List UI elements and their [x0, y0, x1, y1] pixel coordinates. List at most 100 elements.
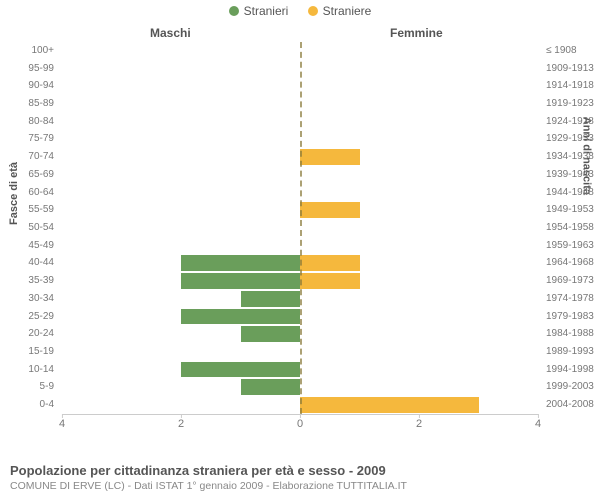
y-label-birth: 1959-1963: [546, 241, 600, 251]
y-label-age: 30-34: [0, 294, 54, 304]
row-female: [300, 290, 538, 308]
y-label-age: 15-19: [0, 347, 54, 357]
row-female: [300, 113, 538, 131]
y-label-birth: 1944-1948: [546, 188, 600, 198]
y-label-birth: 1989-1993: [546, 347, 600, 357]
y-label-birth: 1919-1923: [546, 99, 600, 109]
chart-container: Stranieri Straniere Maschi Femmine Fasce…: [0, 0, 600, 500]
row-male: [62, 184, 300, 202]
y-label-age: 100+: [0, 46, 54, 56]
y-label-age: 60-64: [0, 188, 54, 198]
row-male: [62, 95, 300, 113]
row-female: [300, 237, 538, 255]
row-female: [300, 325, 538, 343]
bar-female: [300, 397, 479, 413]
y-label-age: 10-14: [0, 365, 54, 375]
y-label-age: 55-59: [0, 205, 54, 215]
row-male: [62, 343, 300, 361]
x-tick: 2: [178, 418, 184, 430]
row-female: [300, 148, 538, 166]
row-male: [62, 219, 300, 237]
y-label-age: 85-89: [0, 99, 54, 109]
y-label-birth: 1954-1958: [546, 223, 600, 233]
row-female: [300, 184, 538, 202]
bar-male: [181, 309, 300, 325]
legend-swatch-female: [308, 6, 318, 16]
y-label-age: 0-4: [0, 400, 54, 410]
chart-title: Popolazione per cittadinanza straniera p…: [10, 463, 407, 478]
row-female: [300, 219, 538, 237]
y-axis-birth: ≤ 19081909-19131914-19181919-19231924-19…: [542, 42, 600, 414]
x-tick-label: 0: [297, 418, 303, 430]
y-label-age: 25-29: [0, 312, 54, 322]
y-label-age: 90-94: [0, 81, 54, 91]
chart-subtitle: COMUNE DI ERVE (LC) - Dati ISTAT 1° genn…: [10, 480, 407, 492]
row-female: [300, 42, 538, 60]
female-half: [300, 42, 538, 414]
y-label-birth: 1964-1968: [546, 258, 600, 268]
row-female: [300, 60, 538, 78]
header-female: Femmine: [390, 26, 443, 40]
row-male: [62, 201, 300, 219]
y-label-birth: 1994-1998: [546, 365, 600, 375]
x-tick: 4: [59, 418, 65, 430]
center-axis-line: [300, 42, 302, 414]
row-female: [300, 308, 538, 326]
y-label-birth: 1979-1983: [546, 312, 600, 322]
row-male: [62, 396, 300, 414]
bar-male: [241, 291, 301, 307]
bar-female: [300, 255, 360, 271]
legend-item-female: Straniere: [308, 4, 372, 18]
row-male: [62, 60, 300, 78]
row-male: [62, 308, 300, 326]
x-tick: 2: [416, 418, 422, 430]
legend: Stranieri Straniere: [0, 4, 600, 19]
y-label-birth: 1969-1973: [546, 276, 600, 286]
row-male: [62, 272, 300, 290]
row-female: [300, 131, 538, 149]
y-label-age: 70-74: [0, 152, 54, 162]
row-female: [300, 254, 538, 272]
row-female: [300, 343, 538, 361]
row-male: [62, 237, 300, 255]
legend-label-male: Stranieri: [244, 4, 289, 18]
row-female: [300, 396, 538, 414]
y-label-age: 75-79: [0, 134, 54, 144]
bar-female: [300, 149, 360, 165]
x-tick: 0: [297, 418, 303, 430]
row-male: [62, 325, 300, 343]
x-tick: 4: [535, 418, 541, 430]
row-male: [62, 166, 300, 184]
y-label-age: 65-69: [0, 170, 54, 180]
bar-male: [241, 379, 301, 395]
row-female: [300, 166, 538, 184]
y-label-birth: 1934-1938: [546, 152, 600, 162]
y-label-age: 20-24: [0, 329, 54, 339]
bar-male: [181, 255, 300, 271]
y-label-birth: 1999-2003: [546, 382, 600, 392]
y-label-birth: 1909-1913: [546, 64, 600, 74]
y-label-birth: 1929-1933: [546, 134, 600, 144]
y-label-birth: 2004-2008: [546, 400, 600, 410]
male-half: [62, 42, 300, 414]
x-tick-label: 2: [178, 418, 184, 430]
row-male: [62, 361, 300, 379]
row-female: [300, 95, 538, 113]
y-label-age: 35-39: [0, 276, 54, 286]
row-female: [300, 361, 538, 379]
bar-male: [181, 273, 300, 289]
legend-label-female: Straniere: [323, 4, 372, 18]
y-label-birth: 1984-1988: [546, 329, 600, 339]
row-female: [300, 272, 538, 290]
x-tick-label: 4: [59, 418, 65, 430]
legend-swatch-male: [229, 6, 239, 16]
y-label-birth: 1974-1978: [546, 294, 600, 304]
bar-female: [300, 273, 360, 289]
chart-footer: Popolazione per cittadinanza straniera p…: [10, 463, 407, 492]
y-label-age: 5-9: [0, 382, 54, 392]
row-male: [62, 113, 300, 131]
y-label-birth: 1914-1918: [546, 81, 600, 91]
row-male: [62, 378, 300, 396]
y-label-birth: 1939-1943: [546, 170, 600, 180]
x-tick-label: 2: [416, 418, 422, 430]
